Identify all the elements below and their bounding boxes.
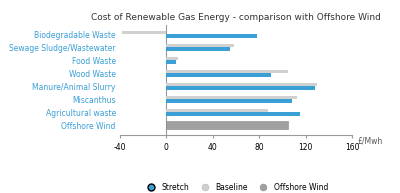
Bar (166, 83, 317, 86)
Bar (166, 34, 257, 38)
Bar (166, 121, 288, 129)
Text: £/Mwh: £/Mwh (358, 136, 383, 145)
Title: Cost of Renewable Gas Energy - comparison with Offshore Wind: Cost of Renewable Gas Energy - compariso… (91, 13, 381, 22)
Bar (166, 109, 268, 112)
Bar (166, 86, 315, 90)
Bar (166, 47, 230, 51)
Bar (166, 112, 300, 116)
Bar (166, 96, 298, 99)
Bar (166, 99, 292, 103)
Bar (166, 60, 176, 64)
Bar (122, 30, 166, 34)
Bar (166, 73, 271, 77)
Bar (166, 57, 178, 60)
Legend: Stretch, Baseline, Offshore Wind: Stretch, Baseline, Offshore Wind (140, 180, 332, 193)
Bar (166, 44, 234, 47)
Bar (166, 70, 288, 73)
